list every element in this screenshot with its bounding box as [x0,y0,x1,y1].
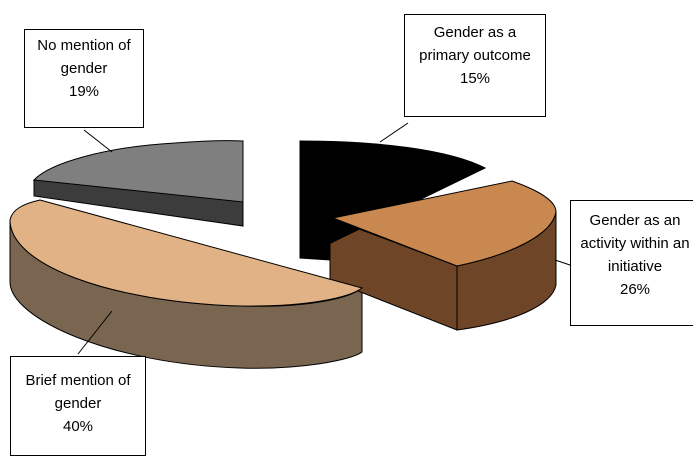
label-brief-mention-line-2: gender [54,395,102,412]
label-activity: Gender as an activity within an initiati… [570,200,693,326]
leader-line-activity [554,259,571,266]
label-no-mention-line-2: gender [60,60,108,77]
pie-slice-primary-outcome [299,140,487,259]
label-brief-mention: Brief mention of gender 40% [10,356,146,456]
leader-line-brief-mention [77,310,113,355]
label-activity-line-2: activity within an [580,235,690,252]
label-activity-line-1: Gender as an [589,212,681,229]
pie-slice-brief-mention [9,199,364,307]
label-primary-outcome: Gender as a primary outcome 15% [404,14,546,117]
leader-line-primary-outcome [379,122,409,143]
pie-slice-activity [331,180,557,267]
label-no-mention-line-1: No mention of [37,37,131,54]
label-activity-value: 26% [619,281,651,298]
label-no-mention: No mention of gender 19% [24,29,144,128]
label-primary-outcome-line-2: primary outcome [419,47,531,64]
label-activity-line-3: initiative [607,258,663,275]
label-brief-mention-value: 40% [62,418,94,435]
leader-line-no-mention [83,129,113,153]
label-brief-mention-line-1: Brief mention of [25,372,131,389]
label-primary-outcome-line-1: Gender as a [433,24,517,41]
pie-slice-no-mention [32,140,244,203]
label-no-mention-value: 19% [68,83,100,100]
label-primary-outcome-value: 15% [459,70,491,87]
